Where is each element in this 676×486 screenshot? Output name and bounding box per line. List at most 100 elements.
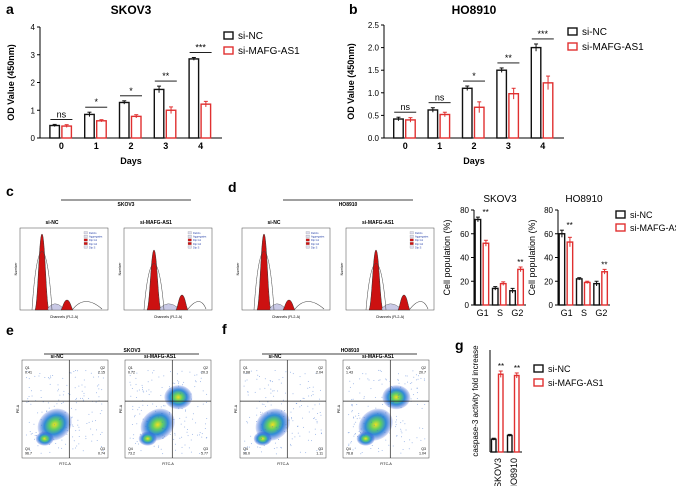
legend-entry: Dip G2: [193, 242, 202, 246]
event-dot: [351, 409, 353, 411]
event-dot: [149, 417, 151, 419]
bar-si-nc-3: [496, 69, 508, 139]
plot-title: si-MAFG-AS1: [362, 220, 394, 226]
event-dot: [58, 399, 60, 401]
x-tick-label: S: [581, 308, 587, 318]
panel-letter-d: d: [228, 179, 237, 195]
event-dot: [206, 417, 208, 419]
event-dot: [358, 412, 360, 414]
legend-entry: Debris: [193, 231, 201, 235]
event-dot: [264, 387, 266, 389]
event-dot: [277, 390, 279, 392]
g1-peak: [34, 233, 50, 311]
event-dot: [186, 431, 188, 433]
event-dot: [293, 408, 295, 410]
event-dot: [351, 403, 353, 405]
panel-letter-e: e: [6, 322, 14, 338]
event-dot: [312, 390, 314, 392]
event-dot: [307, 405, 309, 407]
event-dot: [314, 417, 316, 419]
event-dot: [359, 392, 361, 394]
event-dot: [170, 371, 172, 373]
event-dot: [143, 391, 145, 393]
event-dot: [408, 448, 410, 450]
event-dot: [83, 392, 85, 394]
event-dot: [55, 442, 57, 444]
event-dot: [276, 429, 278, 431]
event-dot: [388, 390, 390, 392]
significance-mark: **: [567, 221, 573, 230]
event-dot: [378, 379, 380, 381]
event-dot: [316, 450, 318, 452]
legend-swatch: [187, 231, 192, 235]
event-dot: [183, 381, 185, 383]
x-axis-label: Channels (FL2-A): [50, 315, 78, 319]
event-dot: [417, 378, 419, 380]
y-axis-label: PE-A: [234, 404, 238, 413]
event-dot: [85, 370, 87, 372]
event-dot: [277, 439, 279, 441]
event-dot: [349, 380, 351, 382]
x-axis-label: FITC-A: [59, 462, 71, 466]
event-dot: [67, 393, 69, 395]
event-dot: [412, 370, 414, 372]
event-dot: [45, 437, 47, 439]
event-dot: [409, 439, 411, 441]
event-dot: [75, 402, 77, 404]
event-dot: [199, 432, 201, 434]
event-dot: [301, 405, 303, 407]
event-dot: [274, 369, 276, 371]
event-dot: [37, 445, 39, 447]
event-dot: [138, 406, 140, 408]
y-axis-label: Number: [340, 262, 344, 276]
event-dot: [146, 420, 148, 422]
x-axis-label: FITC-A: [277, 462, 289, 466]
bar-si-mafg-as1-skov3: [497, 373, 504, 453]
event-dot: [82, 450, 84, 452]
legend-label: si-MAFG-AS1: [630, 223, 676, 233]
quadrant-name: Q4: [346, 447, 351, 451]
event-dot: [273, 395, 275, 397]
event-dot: [179, 417, 181, 419]
legend-swatch: [187, 245, 192, 249]
event-dot: [47, 377, 49, 379]
event-dot: [246, 379, 248, 381]
chart-d-ho8910-cell-cycle: HO8910 0 20 40 60 80 Cell population (%) G1 ** S G…: [527, 194, 676, 318]
event-dot: [377, 412, 379, 414]
event-dot: [182, 384, 184, 386]
event-dot: [416, 387, 418, 389]
y-axis-label: Number: [118, 262, 122, 276]
event-dot: [181, 452, 183, 454]
bar-si-nc-1: [83, 113, 95, 139]
event-dot: [135, 397, 137, 399]
bar-si-mafg-as1-1: [95, 120, 107, 139]
event-dot: [197, 406, 199, 408]
event-dot: [320, 414, 322, 416]
event-dot: [30, 433, 32, 435]
quadrant-name: Q4: [25, 447, 30, 451]
event-dot: [63, 390, 65, 392]
event-dot: [181, 408, 183, 410]
event-dot: [302, 397, 304, 399]
bar-si-mafg-as1-g2: [517, 268, 525, 306]
event-dot: [422, 427, 424, 429]
quadrant-value-q4: 96.7: [25, 452, 32, 456]
quadrant-value-q3: 1.04: [419, 452, 426, 456]
event-dot: [178, 385, 180, 387]
event-dot: [280, 382, 282, 384]
event-dot: [395, 424, 397, 426]
x-tick-label: G1: [561, 308, 573, 318]
significance-mark: **: [505, 53, 513, 63]
event-dot: [26, 401, 28, 403]
event-dot: [265, 405, 267, 407]
event-dot: [184, 398, 186, 400]
event-dot: [264, 429, 266, 431]
fit-curve: [72, 301, 103, 310]
event-dot: [169, 413, 171, 415]
event-dot: [416, 437, 418, 439]
legend-swatch: [409, 238, 414, 242]
event-dot: [403, 441, 405, 443]
panel-letter-g: g: [455, 337, 464, 353]
event-dot: [35, 431, 37, 433]
